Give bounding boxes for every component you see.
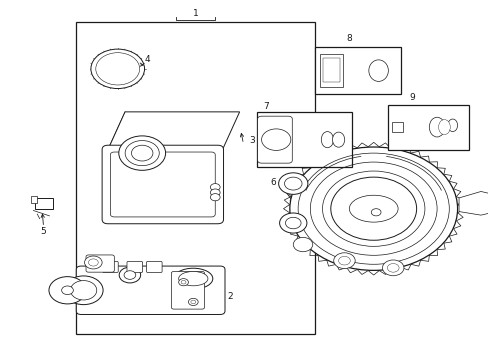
Bar — [31, 196, 37, 203]
Bar — [320, 54, 343, 87]
Bar — [256, 112, 351, 167]
FancyBboxPatch shape — [146, 261, 162, 273]
Polygon shape — [105, 112, 239, 155]
Circle shape — [91, 49, 144, 89]
Circle shape — [293, 237, 312, 252]
Bar — [391, 122, 402, 132]
FancyBboxPatch shape — [257, 116, 292, 163]
FancyBboxPatch shape — [102, 261, 118, 273]
Circle shape — [178, 279, 188, 286]
Circle shape — [119, 267, 141, 283]
Polygon shape — [458, 192, 488, 215]
Circle shape — [279, 213, 306, 233]
Circle shape — [125, 140, 159, 166]
Circle shape — [70, 280, 97, 300]
Text: 8: 8 — [346, 34, 351, 43]
Ellipse shape — [321, 132, 333, 148]
Circle shape — [285, 217, 301, 229]
Ellipse shape — [173, 268, 212, 289]
Circle shape — [131, 145, 153, 161]
Text: 9: 9 — [409, 93, 415, 102]
Circle shape — [119, 136, 165, 170]
Circle shape — [330, 177, 416, 240]
Circle shape — [284, 177, 302, 190]
Circle shape — [386, 264, 398, 272]
Circle shape — [278, 173, 307, 194]
Circle shape — [382, 260, 403, 276]
Circle shape — [370, 209, 380, 216]
Bar — [315, 47, 400, 94]
Circle shape — [84, 256, 102, 269]
Circle shape — [190, 300, 195, 304]
FancyBboxPatch shape — [86, 255, 114, 272]
Circle shape — [338, 256, 349, 265]
Circle shape — [210, 184, 220, 191]
Bar — [35, 198, 53, 209]
Circle shape — [61, 286, 73, 294]
Circle shape — [181, 280, 185, 284]
Ellipse shape — [178, 271, 207, 286]
Text: 6: 6 — [269, 178, 275, 187]
Text: 4: 4 — [144, 55, 149, 64]
Ellipse shape — [368, 60, 387, 81]
Circle shape — [49, 276, 86, 304]
Circle shape — [261, 129, 290, 150]
Text: 1: 1 — [192, 9, 198, 18]
Ellipse shape — [332, 132, 344, 147]
Circle shape — [88, 259, 98, 266]
Circle shape — [96, 53, 140, 85]
Circle shape — [64, 276, 103, 305]
Circle shape — [124, 271, 136, 279]
FancyBboxPatch shape — [171, 271, 204, 309]
Circle shape — [333, 253, 354, 269]
Text: 2: 2 — [226, 292, 232, 301]
Bar — [323, 58, 339, 82]
Ellipse shape — [447, 119, 457, 132]
Text: 5: 5 — [41, 227, 46, 236]
FancyBboxPatch shape — [110, 152, 215, 217]
FancyBboxPatch shape — [102, 145, 223, 224]
Text: 7: 7 — [263, 102, 269, 111]
Ellipse shape — [428, 117, 444, 137]
Text: 3: 3 — [248, 136, 254, 145]
Ellipse shape — [438, 120, 449, 135]
Bar — [76, 22, 315, 334]
FancyBboxPatch shape — [76, 266, 224, 315]
Circle shape — [210, 194, 220, 201]
FancyBboxPatch shape — [127, 261, 142, 273]
Bar — [387, 105, 468, 149]
Circle shape — [210, 189, 220, 196]
Circle shape — [188, 298, 198, 306]
Circle shape — [289, 147, 457, 270]
